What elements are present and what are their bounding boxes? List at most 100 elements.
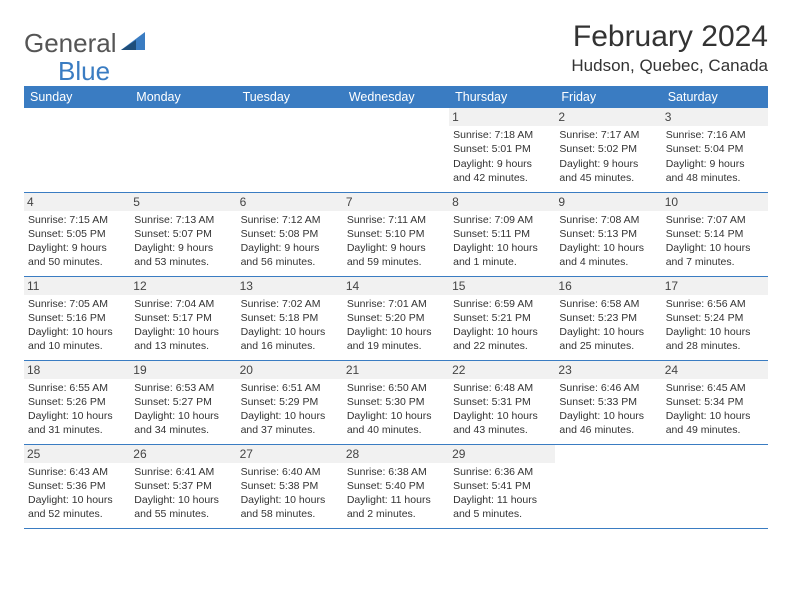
sunset-text: Sunset: 5:26 PM [28,395,126,409]
daylight-text: Daylight: 9 hours and 50 minutes. [28,241,126,269]
sunset-text: Sunset: 5:31 PM [453,395,551,409]
daylight-text: Daylight: 10 hours and 1 minute. [453,241,551,269]
weekday-header: Friday [555,86,661,108]
calendar-cell: 3Sunrise: 7:16 AMSunset: 5:04 PMDaylight… [662,108,768,192]
calendar-cell: 9Sunrise: 7:08 AMSunset: 5:13 PMDaylight… [555,192,661,276]
sunset-text: Sunset: 5:14 PM [666,227,764,241]
day-number: 26 [130,445,236,463]
daylight-text: Daylight: 10 hours and 7 minutes. [666,241,764,269]
daylight-text: Daylight: 10 hours and 4 minutes. [559,241,657,269]
daylight-text: Daylight: 10 hours and 55 minutes. [134,493,232,521]
sunset-text: Sunset: 5:37 PM [134,479,232,493]
sunrise-text: Sunrise: 7:11 AM [347,213,445,227]
sunset-text: Sunset: 5:36 PM [28,479,126,493]
sunrise-text: Sunrise: 6:56 AM [666,297,764,311]
sunrise-text: Sunrise: 6:43 AM [28,465,126,479]
calendar-cell: 1Sunrise: 7:18 AMSunset: 5:01 PMDaylight… [449,108,555,192]
calendar-cell: 8Sunrise: 7:09 AMSunset: 5:11 PMDaylight… [449,192,555,276]
sunset-text: Sunset: 5:07 PM [134,227,232,241]
calendar-cell: 10Sunrise: 7:07 AMSunset: 5:14 PMDayligh… [662,192,768,276]
day-number: 25 [24,445,130,463]
day-number: 6 [237,193,343,211]
day-number: 4 [24,193,130,211]
daylight-text: Daylight: 10 hours and 49 minutes. [666,409,764,437]
daylight-text: Daylight: 9 hours and 42 minutes. [453,157,551,185]
sunrise-text: Sunrise: 7:08 AM [559,213,657,227]
daylight-text: Daylight: 10 hours and 31 minutes. [28,409,126,437]
sunrise-text: Sunrise: 6:58 AM [559,297,657,311]
day-number: 15 [449,277,555,295]
day-number: 7 [343,193,449,211]
logo: General [24,20,147,59]
calendar-cell [343,108,449,192]
day-number: 11 [24,277,130,295]
sunrise-text: Sunrise: 6:41 AM [134,465,232,479]
daylight-text: Daylight: 9 hours and 56 minutes. [241,241,339,269]
weekday-header: Monday [130,86,236,108]
day-number: 29 [449,445,555,463]
calendar-cell: 11Sunrise: 7:05 AMSunset: 5:16 PMDayligh… [24,276,130,360]
calendar-week-row: 11Sunrise: 7:05 AMSunset: 5:16 PMDayligh… [24,276,768,360]
calendar-cell: 28Sunrise: 6:38 AMSunset: 5:40 PMDayligh… [343,444,449,528]
logo-text-blue: Blue [58,56,110,87]
day-number: 28 [343,445,449,463]
calendar-cell [555,444,661,528]
day-number: 18 [24,361,130,379]
calendar-cell: 16Sunrise: 6:58 AMSunset: 5:23 PMDayligh… [555,276,661,360]
daylight-text: Daylight: 10 hours and 25 minutes. [559,325,657,353]
sunrise-text: Sunrise: 6:45 AM [666,381,764,395]
day-number: 14 [343,277,449,295]
daylight-text: Daylight: 10 hours and 58 minutes. [241,493,339,521]
sunrise-text: Sunrise: 7:01 AM [347,297,445,311]
sunrise-text: Sunrise: 7:04 AM [134,297,232,311]
calendar-cell [24,108,130,192]
sunrise-text: Sunrise: 7:15 AM [28,213,126,227]
sunrise-text: Sunrise: 6:59 AM [453,297,551,311]
daylight-text: Daylight: 10 hours and 10 minutes. [28,325,126,353]
sunset-text: Sunset: 5:29 PM [241,395,339,409]
day-number: 20 [237,361,343,379]
calendar-week-row: 4Sunrise: 7:15 AMSunset: 5:05 PMDaylight… [24,192,768,276]
weekday-header: Wednesday [343,86,449,108]
day-number: 19 [130,361,236,379]
sunset-text: Sunset: 5:02 PM [559,142,657,156]
calendar-cell: 15Sunrise: 6:59 AMSunset: 5:21 PMDayligh… [449,276,555,360]
day-number: 10 [662,193,768,211]
daylight-text: Daylight: 10 hours and 19 minutes. [347,325,445,353]
location: Hudson, Quebec, Canada [571,56,768,76]
day-number: 9 [555,193,661,211]
sunset-text: Sunset: 5:11 PM [453,227,551,241]
weekday-header: Sunday [24,86,130,108]
calendar-cell: 27Sunrise: 6:40 AMSunset: 5:38 PMDayligh… [237,444,343,528]
daylight-text: Daylight: 10 hours and 37 minutes. [241,409,339,437]
sunset-text: Sunset: 5:18 PM [241,311,339,325]
calendar-cell: 2Sunrise: 7:17 AMSunset: 5:02 PMDaylight… [555,108,661,192]
daylight-text: Daylight: 10 hours and 34 minutes. [134,409,232,437]
daylight-text: Daylight: 9 hours and 53 minutes. [134,241,232,269]
sunrise-text: Sunrise: 6:48 AM [453,381,551,395]
calendar-cell: 17Sunrise: 6:56 AMSunset: 5:24 PMDayligh… [662,276,768,360]
daylight-text: Daylight: 9 hours and 48 minutes. [666,157,764,185]
sunrise-text: Sunrise: 6:40 AM [241,465,339,479]
weekday-header: Thursday [449,86,555,108]
sunrise-text: Sunrise: 6:55 AM [28,381,126,395]
sunset-text: Sunset: 5:17 PM [134,311,232,325]
month-title: February 2024 [571,20,768,54]
calendar-cell: 13Sunrise: 7:02 AMSunset: 5:18 PMDayligh… [237,276,343,360]
title-block: February 2024 Hudson, Quebec, Canada [571,20,768,76]
logo-text-general: General [24,28,117,59]
calendar-cell: 29Sunrise: 6:36 AMSunset: 5:41 PMDayligh… [449,444,555,528]
calendar-cell [662,444,768,528]
calendar-cell: 14Sunrise: 7:01 AMSunset: 5:20 PMDayligh… [343,276,449,360]
weekday-header: Tuesday [237,86,343,108]
sunset-text: Sunset: 5:30 PM [347,395,445,409]
daylight-text: Daylight: 10 hours and 40 minutes. [347,409,445,437]
sunrise-text: Sunrise: 7:13 AM [134,213,232,227]
daylight-text: Daylight: 9 hours and 45 minutes. [559,157,657,185]
calendar-cell: 20Sunrise: 6:51 AMSunset: 5:29 PMDayligh… [237,360,343,444]
calendar-table: Sunday Monday Tuesday Wednesday Thursday… [24,86,768,529]
sunrise-text: Sunrise: 6:50 AM [347,381,445,395]
sunrise-text: Sunrise: 6:53 AM [134,381,232,395]
calendar-cell: 12Sunrise: 7:04 AMSunset: 5:17 PMDayligh… [130,276,236,360]
weekday-header: Saturday [662,86,768,108]
